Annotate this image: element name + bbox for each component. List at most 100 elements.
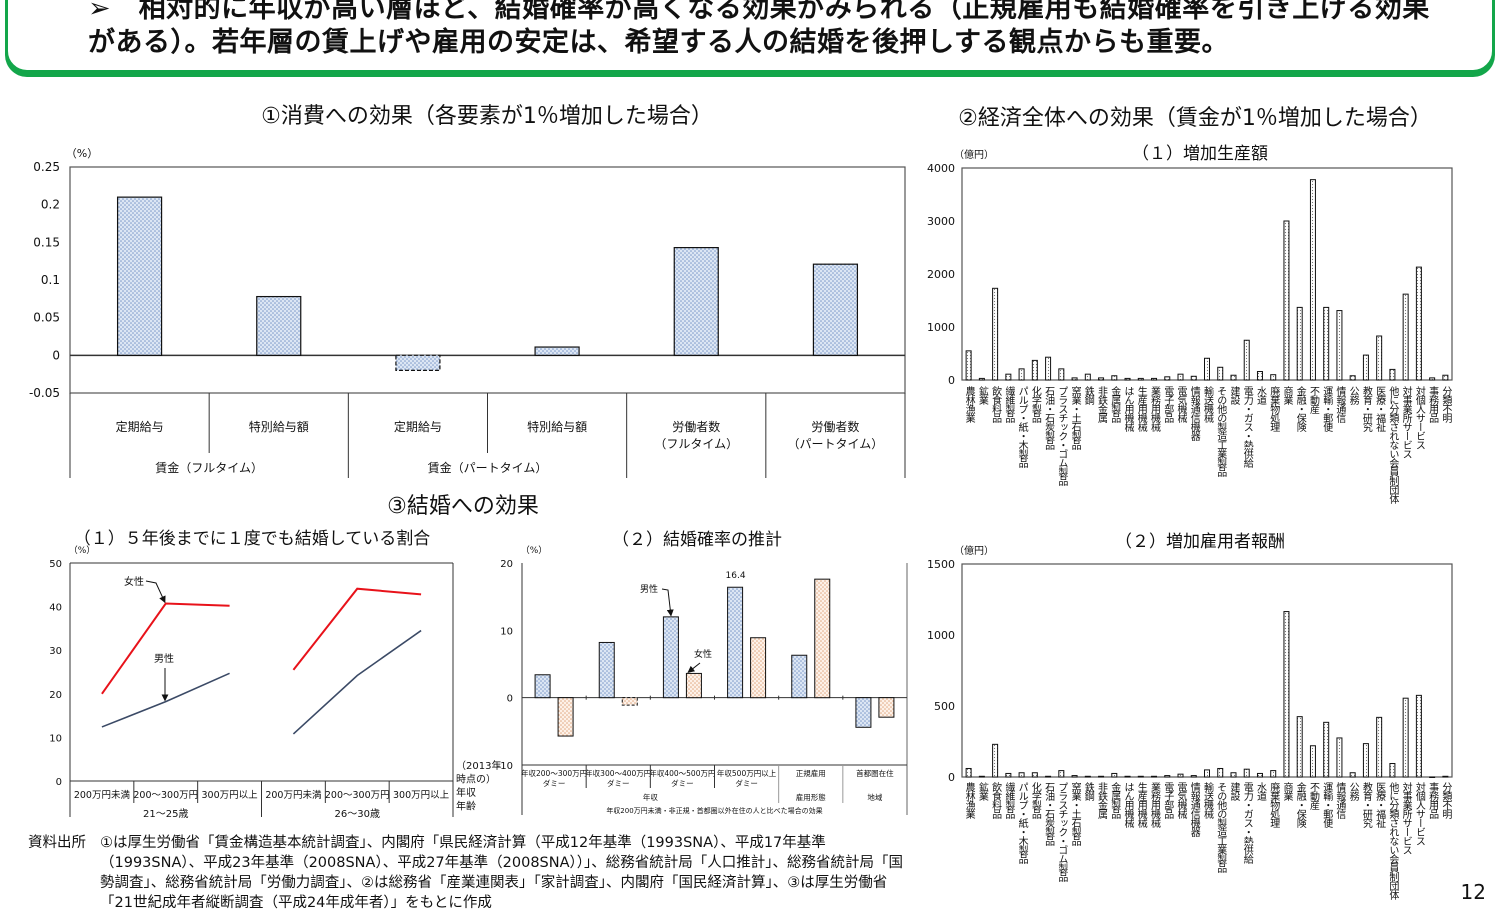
- category-label: 廃棄物処理: [1268, 385, 1280, 432]
- category-label: 定期給与: [394, 419, 442, 434]
- bar-female: [750, 637, 767, 699]
- category-label: 情報通信機器: [1188, 781, 1200, 838]
- bar: [1230, 374, 1237, 381]
- category-label: 石油・石炭製品: [1043, 782, 1055, 847]
- category-label: 労働者数: [672, 419, 720, 434]
- y-tick-label: 0.2: [41, 198, 60, 212]
- source-text: ①は厚生労働省「賃金構造基本統計調査」、内閣府「県民経済計算（平成12年基準（1…: [100, 835, 904, 911]
- category-label: 非鉄金属: [1096, 782, 1108, 820]
- category-label: 電子部品: [1162, 386, 1174, 424]
- bar: [1336, 310, 1343, 381]
- category-label: 情報通信: [1334, 781, 1346, 820]
- category-label: プラスチック・ゴム製品: [1056, 782, 1068, 883]
- y-tick-label: 0: [507, 694, 513, 705]
- category-label: 分類不明: [1440, 782, 1452, 820]
- chart-title-compensation: （２）増加雇用者報酬: [1115, 532, 1285, 552]
- bar: [1031, 359, 1038, 381]
- y-tick-label: 40: [49, 603, 62, 614]
- annotation-female: 女性: [124, 575, 144, 588]
- category-label: 電力・ガス・熱供給: [1241, 386, 1253, 469]
- annotation-female: 女性: [694, 648, 712, 660]
- bar-female: [814, 578, 831, 699]
- bar: [1190, 375, 1197, 381]
- y-tick-label: 50: [49, 559, 62, 570]
- category-label: 他に分類されない会員制団体: [1387, 781, 1399, 901]
- category-label: （フルタイム）: [654, 437, 738, 451]
- annotation-male: 男性: [640, 583, 658, 595]
- y-tick-label: 1000: [927, 321, 955, 334]
- bar: [1177, 773, 1184, 778]
- category-label: 鉄鋼: [1082, 385, 1094, 406]
- y-axis-unit: （億円）: [954, 148, 994, 161]
- category-label: 輸送機械: [1202, 781, 1214, 820]
- bar: [1217, 366, 1224, 381]
- category-label: 運輸・郵便: [1321, 782, 1333, 829]
- category-label: 正規雇用: [796, 768, 826, 778]
- category-label: 電気機械: [1175, 386, 1187, 424]
- category-label: 窯業・土石製品: [1069, 781, 1081, 847]
- section-title-economy: ②経済全体への効果（賃金が1％増加した場合）: [958, 106, 1432, 131]
- group-label: 21～25歳: [143, 808, 188, 820]
- category-label: 生産用機械: [1135, 385, 1147, 433]
- series-line-female: [292, 587, 422, 671]
- bar: [1190, 775, 1197, 778]
- y-tick-label: 0.05: [33, 311, 60, 325]
- bar: [1098, 377, 1105, 381]
- category-label: 教育・研究: [1360, 385, 1372, 432]
- y-tick-label: 0.15: [33, 235, 60, 249]
- bar: [1230, 772, 1237, 778]
- bar: [1137, 377, 1144, 381]
- group-label: 雇用形態: [796, 792, 826, 802]
- bar: [1018, 772, 1025, 778]
- bar: [1124, 377, 1131, 381]
- bar: [1084, 373, 1091, 381]
- category-label: 化学製品: [1029, 781, 1041, 820]
- category-label: 電気機械: [1175, 782, 1187, 820]
- bar: [1151, 775, 1158, 778]
- category-label: 200～300万円: [325, 790, 390, 801]
- bar-male: [662, 616, 679, 699]
- y-tick-label: 1000: [927, 629, 955, 642]
- category-label: 電力・ガス・熱供給: [1241, 782, 1253, 865]
- category-label: 他に分類されない会員制団体: [1387, 385, 1399, 505]
- axis-note: （2013年: [456, 759, 501, 772]
- y-tick-label: 0: [56, 777, 62, 788]
- bar: [1151, 377, 1158, 381]
- bar: [1058, 770, 1065, 778]
- chart-title-married-share: （１）５年後までに１度でも結婚している割合: [73, 529, 431, 549]
- bar: [1005, 373, 1012, 381]
- category-label: 年収500万円以上: [717, 768, 777, 778]
- bar: [395, 354, 441, 372]
- bar-male: [855, 697, 872, 728]
- category-label: 繊維製品: [1003, 781, 1015, 820]
- category-label: 首都圏在住: [856, 768, 894, 778]
- category-label: 金融・保険: [1294, 781, 1306, 829]
- category-label: 電子部品: [1162, 782, 1174, 820]
- y-tick-label: 10: [500, 626, 513, 637]
- category-label: 対個人サービス: [1413, 781, 1425, 846]
- bar-female: [557, 697, 574, 737]
- bar: [1389, 368, 1396, 381]
- category-label: 飲食料品: [990, 781, 1002, 820]
- section-title-consumption: ①消費への効果（各要素が1％増加した場合）: [261, 104, 713, 129]
- category-label: 対事業所サービス: [1400, 781, 1412, 855]
- bar: [1429, 377, 1436, 381]
- group-label: 26～30歳: [335, 808, 380, 820]
- category-label: 情報通信機器: [1188, 385, 1200, 442]
- bar: [812, 263, 859, 356]
- category-label: 金融・保険: [1294, 385, 1306, 433]
- category-label: 年収300～400万円: [585, 768, 651, 778]
- category-label: ダミー: [735, 778, 758, 788]
- y-tick-label: 0: [948, 374, 955, 387]
- axis-note: 年収: [456, 786, 476, 799]
- annotation-male: 男性: [154, 652, 174, 665]
- bar: [1111, 772, 1118, 778]
- bar: [1084, 775, 1091, 778]
- category-label: ダミー: [607, 778, 630, 788]
- series-line-male: [101, 672, 230, 728]
- bar-female: [878, 697, 895, 718]
- bar: [992, 743, 999, 778]
- y-tick-label: -10: [497, 761, 513, 772]
- bar: [1349, 375, 1356, 381]
